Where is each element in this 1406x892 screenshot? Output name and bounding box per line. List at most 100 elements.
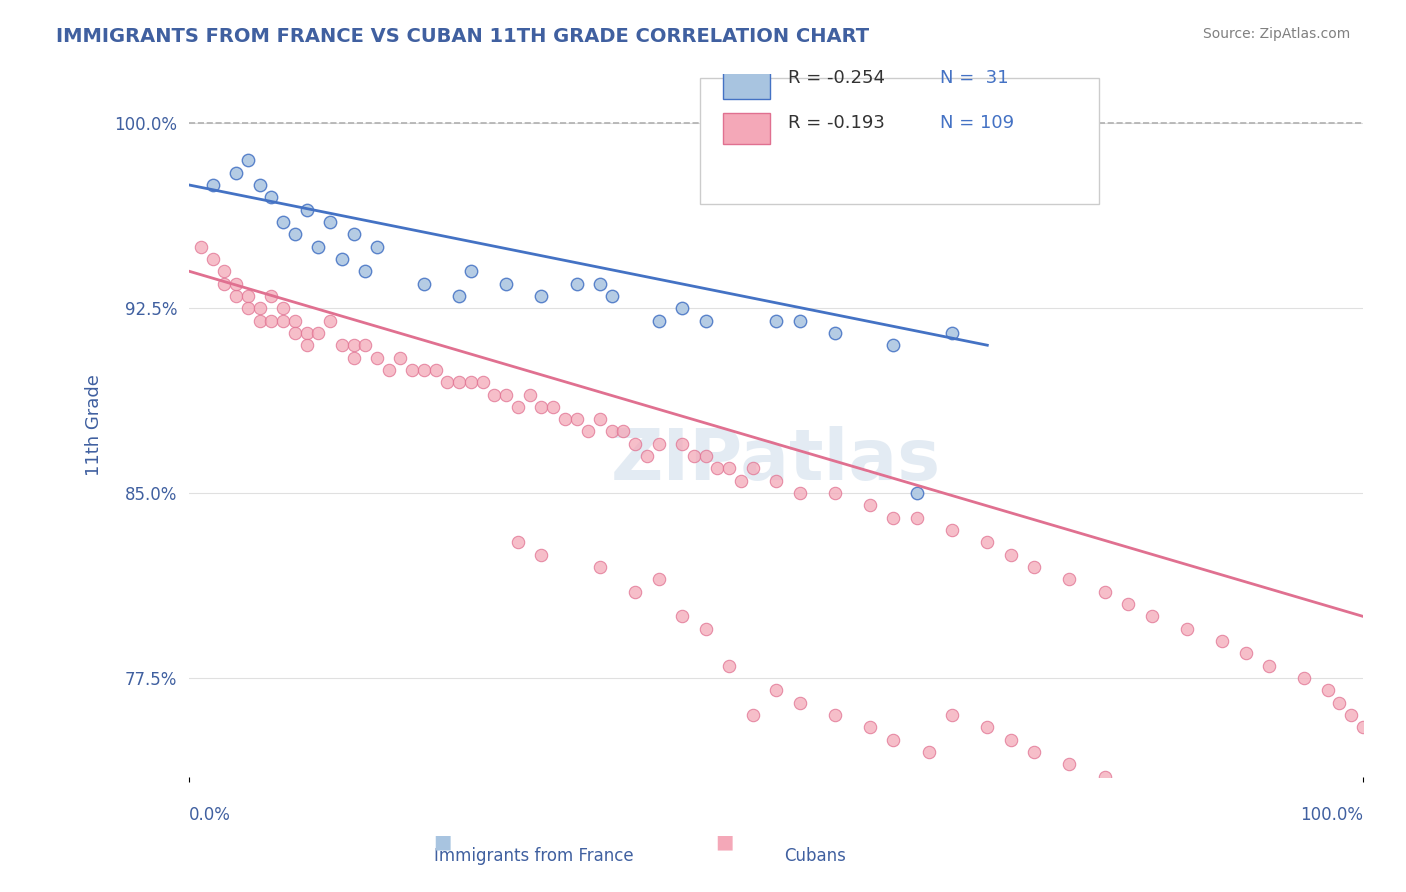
Point [905, 486, 928, 500]
Point [789, 486, 811, 500]
Point [1340, 880, 1362, 892]
Point [1116, 781, 1139, 796]
Point [225, 166, 247, 180]
Point [366, 239, 388, 253]
Point [576, 425, 599, 439]
Point [295, 338, 318, 352]
Point [612, 425, 634, 439]
Point [330, 338, 353, 352]
Point [342, 351, 364, 365]
Point [271, 301, 294, 316]
Point [600, 289, 623, 303]
Point [671, 301, 693, 316]
Text: Cubans: Cubans [785, 847, 846, 865]
Point [1175, 622, 1198, 636]
Text: IMMIGRANTS FROM FRANCE VS CUBAN 11TH GRADE CORRELATION CHART: IMMIGRANTS FROM FRANCE VS CUBAN 11TH GRA… [56, 27, 869, 45]
FancyBboxPatch shape [723, 112, 770, 145]
Point [436, 375, 458, 389]
Point [1024, 745, 1046, 759]
Text: R = -0.254: R = -0.254 [787, 69, 884, 87]
Point [530, 548, 553, 562]
Point [260, 313, 283, 327]
Point [1294, 671, 1316, 685]
Point [824, 486, 846, 500]
Point [506, 535, 529, 549]
FancyBboxPatch shape [700, 78, 1099, 204]
Point [706, 461, 728, 475]
Point [295, 326, 318, 340]
Text: Source: ZipAtlas.com: Source: ZipAtlas.com [1202, 27, 1350, 41]
Point [214, 264, 236, 278]
Point [859, 499, 882, 513]
Point [260, 289, 283, 303]
Point [765, 313, 787, 327]
Point [214, 277, 236, 291]
Point [1059, 573, 1081, 587]
Point [284, 227, 307, 242]
Point [882, 732, 904, 747]
Point [307, 326, 329, 340]
Point [824, 326, 846, 340]
Text: ■: ■ [433, 833, 453, 852]
Point [647, 437, 669, 451]
Point [541, 400, 564, 414]
Point [249, 178, 271, 192]
Point [1000, 732, 1022, 747]
Point [1351, 720, 1374, 734]
Point [565, 277, 588, 291]
Point [1094, 584, 1116, 599]
Point [695, 313, 717, 327]
Y-axis label: 11th Grade: 11th Grade [86, 375, 103, 476]
Point [366, 351, 388, 365]
Point [730, 474, 752, 488]
Point [824, 708, 846, 723]
Point [741, 708, 763, 723]
Point [1258, 658, 1281, 673]
Point [342, 227, 364, 242]
Point [284, 326, 307, 340]
Point [1211, 819, 1233, 833]
Point [319, 313, 342, 327]
Point [201, 178, 224, 192]
Point [624, 584, 647, 599]
Point [1000, 548, 1022, 562]
Point [1094, 770, 1116, 784]
Point [449, 375, 471, 389]
Point [471, 375, 494, 389]
Point [377, 363, 399, 377]
Point [484, 387, 506, 401]
Point [389, 351, 412, 365]
Point [1211, 634, 1233, 648]
Point [249, 301, 271, 316]
Point [295, 202, 318, 217]
Point [354, 338, 377, 352]
Point [1294, 855, 1316, 870]
Point [271, 313, 294, 327]
Point [449, 289, 471, 303]
Point [1340, 708, 1362, 723]
Point [249, 313, 271, 327]
Point [401, 363, 423, 377]
Point [1024, 560, 1046, 574]
Point [789, 696, 811, 710]
Point [236, 301, 259, 316]
Point [1234, 646, 1257, 660]
Point [413, 363, 436, 377]
Text: 0.0%: 0.0% [190, 806, 231, 824]
Point [976, 535, 998, 549]
Point [636, 449, 658, 463]
Point [460, 264, 482, 278]
Point [976, 720, 998, 734]
Point [236, 289, 259, 303]
Point [271, 215, 294, 229]
Point [695, 449, 717, 463]
Point [260, 190, 283, 204]
Point [718, 658, 741, 673]
Text: N = 109: N = 109 [941, 114, 1015, 132]
Point [1316, 683, 1339, 698]
Point [718, 461, 741, 475]
Point [1140, 609, 1163, 624]
Point [589, 412, 612, 426]
Point [789, 313, 811, 327]
Point [307, 239, 329, 253]
